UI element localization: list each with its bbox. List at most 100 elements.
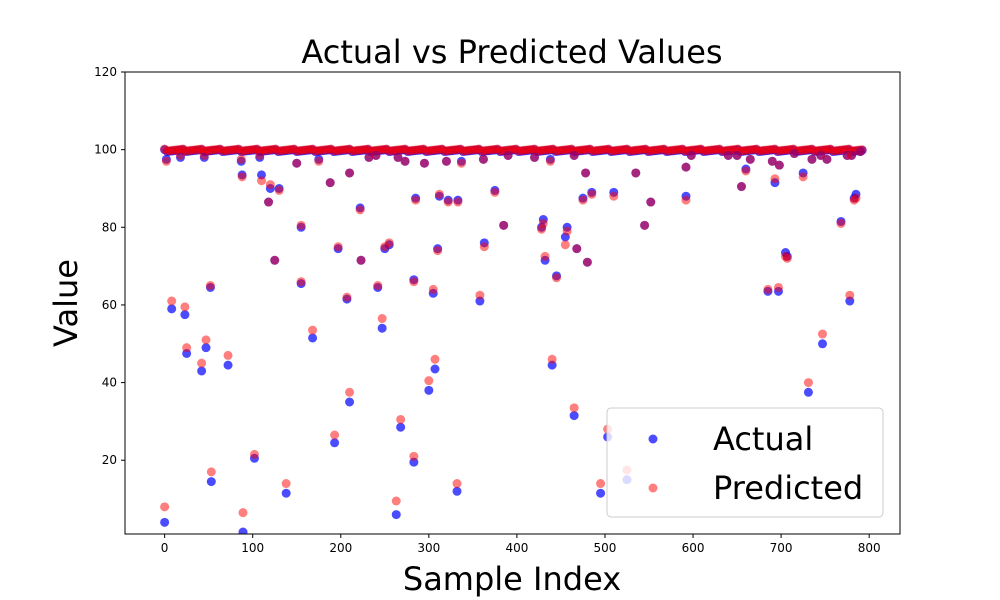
series-predicted-band <box>160 144 867 156</box>
data-point <box>745 154 755 164</box>
data-point <box>782 253 792 263</box>
data-point <box>201 343 211 353</box>
data-point <box>430 354 440 364</box>
x-tick-label: 700 <box>770 541 793 555</box>
y-tick-label: 60 <box>102 298 117 312</box>
data-point <box>836 218 846 228</box>
data-point <box>822 154 832 164</box>
data-point <box>396 414 406 424</box>
data-point <box>270 255 280 265</box>
data-point <box>249 449 259 459</box>
data-point <box>847 150 857 160</box>
data-point <box>199 150 209 160</box>
data-point <box>478 154 488 164</box>
data-point <box>206 477 216 487</box>
data-point <box>238 508 248 518</box>
data-point <box>803 378 813 388</box>
data-point <box>723 150 733 160</box>
data-point <box>409 451 419 461</box>
data-point <box>547 354 557 364</box>
data-point <box>587 189 597 199</box>
legend: Actual Predicted <box>606 407 884 518</box>
data-point <box>160 517 170 527</box>
data-point <box>373 281 383 291</box>
data-point <box>345 397 355 407</box>
data-point <box>175 150 185 160</box>
data-point <box>180 310 190 320</box>
data-point <box>161 156 171 166</box>
x-axis-label: Sample Index <box>403 560 621 598</box>
data-point <box>773 282 783 292</box>
data-point <box>377 323 387 333</box>
legend-label-predicted: Predicted <box>713 469 863 507</box>
data-point <box>686 150 696 160</box>
data-point <box>807 154 817 164</box>
x-tick-label: 800 <box>858 541 881 555</box>
data-point <box>456 158 466 168</box>
data-point <box>236 154 246 164</box>
legend-box <box>606 407 884 518</box>
data-point <box>433 246 443 256</box>
data-point <box>205 281 215 291</box>
data-point <box>391 510 401 520</box>
y-tick-label: 80 <box>102 220 117 234</box>
data-point <box>292 158 302 168</box>
data-point <box>430 364 440 374</box>
data-point <box>582 257 592 267</box>
data-point <box>789 149 799 159</box>
data-point <box>732 150 742 160</box>
data-point <box>845 290 855 300</box>
data-point <box>330 430 340 440</box>
data-point <box>578 195 588 205</box>
data-point <box>356 255 366 265</box>
data-point <box>499 220 509 230</box>
data-point <box>530 152 540 162</box>
data-point <box>681 195 691 205</box>
data-point <box>411 195 421 205</box>
data-point <box>441 156 451 166</box>
data-point <box>180 302 190 312</box>
data-point <box>443 197 453 207</box>
data-point <box>424 385 434 395</box>
data-point <box>763 284 773 294</box>
data-point <box>855 147 865 157</box>
data-point <box>538 218 548 228</box>
data-point <box>803 387 813 397</box>
plot-frame <box>124 71 901 535</box>
x-tick-label: 100 <box>241 541 264 555</box>
data-point <box>167 304 177 314</box>
data-point <box>767 156 777 166</box>
data-point <box>393 152 403 162</box>
data-point <box>453 197 463 207</box>
data-point <box>490 187 500 197</box>
data-point <box>419 158 429 168</box>
data-point <box>167 296 177 306</box>
data-point <box>569 403 579 413</box>
data-point <box>355 205 365 215</box>
data-point <box>330 438 340 448</box>
data-point <box>371 150 381 160</box>
data-point <box>503 150 513 160</box>
data-point <box>296 277 306 287</box>
data-point <box>281 488 291 498</box>
data-point <box>818 339 827 349</box>
data-point <box>424 376 434 386</box>
data-point <box>560 240 570 250</box>
data-point <box>342 292 352 302</box>
data-point <box>741 166 751 176</box>
y-tick-label: 40 <box>102 376 117 390</box>
legend-label-actual: Actual <box>713 420 813 458</box>
data-point <box>409 277 419 287</box>
data-point <box>255 150 265 160</box>
data-point <box>308 333 318 343</box>
data-point <box>182 343 192 353</box>
data-point <box>377 314 387 324</box>
data-point <box>237 172 247 182</box>
data-point <box>325 178 335 188</box>
data-point <box>851 193 861 203</box>
x-tick-label: 0 <box>161 541 169 555</box>
data-point <box>798 172 808 182</box>
data-point <box>296 220 306 230</box>
data-point <box>818 329 827 339</box>
